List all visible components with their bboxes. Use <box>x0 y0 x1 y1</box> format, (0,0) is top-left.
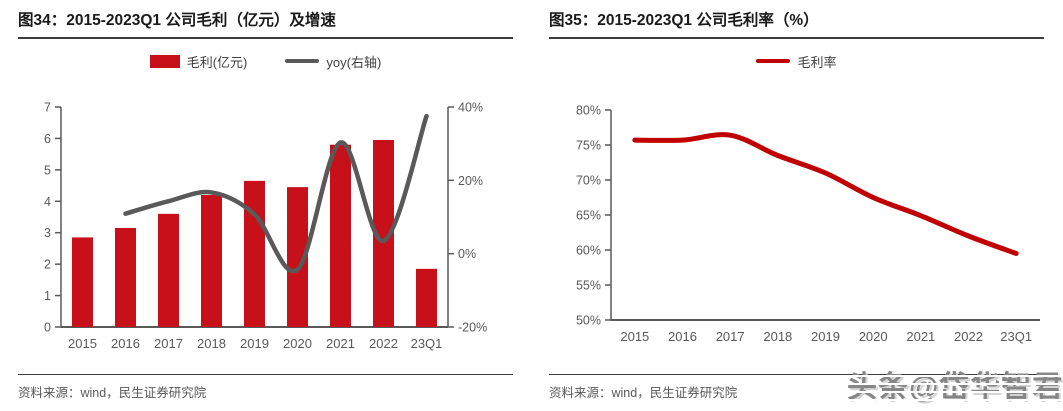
panel-gross-profit: 图34：2015-2023Q1 公司毛利（亿元）及增速 毛利(亿元) yoy(右… <box>0 0 531 411</box>
legend-label: 毛利(亿元) <box>186 54 248 70</box>
left-axis-tick-label: 1 <box>44 289 51 303</box>
panel-gross-margin: 图35：2015-2023Q1 公司毛利率（%） 毛利率 50% 55% 60% 65… <box>531 0 1062 411</box>
left-axis-tick-label: 7 <box>44 101 51 115</box>
bar-swatch-icon <box>149 54 180 68</box>
figure-title-34: 图34：2015-2023Q1 公司毛利（亿元）及增速 <box>18 8 513 39</box>
right-axis-tick-label: 0% <box>458 247 476 261</box>
legend-label: yoy(右轴) <box>326 54 382 70</box>
line-swatch-icon <box>285 59 320 63</box>
x-axis-label: 2016 <box>111 336 140 351</box>
y-axis-tick-label: 75% <box>576 139 601 153</box>
x-axis-label: 2020 <box>859 329 888 344</box>
y-axis-tick-label: 70% <box>576 174 601 188</box>
x-axis-label: 2017 <box>716 329 745 344</box>
x-axis-label: 2021 <box>906 329 935 344</box>
bar-2020 <box>287 187 308 327</box>
x-axis-label: 2016 <box>668 329 697 344</box>
legend-label: 毛利率 <box>797 54 837 70</box>
x-axis-label: 2015 <box>620 329 649 344</box>
left-axis-tick-label: 3 <box>44 226 51 240</box>
gross-profit-bars <box>72 140 437 327</box>
right-axis-tick-label: -20% <box>458 321 487 335</box>
left-axis-tick-label: 5 <box>44 163 51 177</box>
bar-2021 <box>330 144 351 327</box>
gross-profit-bar-line-chart: 0 1 2 3 4 5 6 7 -20% 0% 20% 40% 2015 2016 2017 2018 2019… <box>44 101 487 352</box>
legend-item-gross-profit: 毛利(亿元) <box>149 52 248 71</box>
x-axis-label: 2015 <box>68 336 97 351</box>
left-axis-tick-label: 0 <box>44 321 51 335</box>
x-axis-label: 2020 <box>283 336 312 351</box>
x-axis-label: 2021 <box>326 336 355 351</box>
gross-margin-line <box>632 132 1019 256</box>
y-axis-tick-label: 55% <box>576 279 601 293</box>
y-axis-tick-label: 60% <box>576 244 601 258</box>
right-axis-tick-label: 40% <box>458 101 483 115</box>
left-axis-tick-label: 2 <box>44 258 51 272</box>
bar-23Q1 <box>416 268 437 327</box>
watermark-text: 头条@岱华智君 <box>847 371 1063 404</box>
x-axis-label: 2018 <box>197 336 226 351</box>
x-axis-label: 2019 <box>240 336 269 351</box>
x-axis-label: 23Q1 <box>1000 329 1032 344</box>
line-swatch-icon <box>756 59 791 63</box>
source-note-34: 资料来源：wind，民生证券研究院 <box>18 374 513 401</box>
bar-2019 <box>244 180 265 327</box>
y-axis-tick-label: 80% <box>576 104 601 118</box>
legend-item-yoy: yoy(右轴) <box>285 52 381 71</box>
legend-chart-34: 毛利(亿元) yoy(右轴) <box>0 51 531 71</box>
gross-margin-line-chart: 50%55%60%65%70%75%80%2015 2016 2017 2018 201… <box>576 104 1040 344</box>
x-axis-labels: 2015 2016 2017 2018 2019 2020 2021 2022 23Q1 <box>620 329 1032 344</box>
legend-chart-35: 毛利率 <box>531 51 1062 71</box>
y-axis-tick-label: 65% <box>576 209 601 223</box>
legend-item-gross-margin: 毛利率 <box>756 52 837 71</box>
x-axis-labels: 2015 2016 2017 2018 2019 2020 2021 2022 23Q1 <box>68 336 442 351</box>
y-axis-tick-label: 50% <box>576 314 601 328</box>
bar-2016 <box>115 228 136 327</box>
chart-axes: 50% 55% 60% 65% 70% 75% 80% <box>576 104 1040 328</box>
left-axis-tick-label: 6 <box>44 132 51 146</box>
bar-2017 <box>158 213 179 327</box>
x-axis-label: 2022 <box>369 336 398 351</box>
source-note-35: 资料来源：wind，民生证券研究院 <box>549 374 1044 401</box>
bar-2022 <box>373 140 394 327</box>
x-axis-label: 23Q1 <box>411 336 443 351</box>
x-axis-label: 2022 <box>954 329 983 344</box>
right-axis-tick-label: 20% <box>458 174 483 188</box>
bar-2015 <box>72 237 93 327</box>
x-axis-label: 2017 <box>154 336 183 351</box>
watermark: 头条@岱华智君 <box>847 369 1063 407</box>
bar-2018 <box>201 195 222 327</box>
x-axis-label: 2018 <box>763 329 792 344</box>
yoy-line <box>123 113 429 274</box>
x-axis-label: 2019 <box>811 329 840 344</box>
figure-title-35: 图35：2015-2023Q1 公司毛利率（%） <box>549 8 1044 39</box>
left-axis-tick-label: 4 <box>44 195 51 209</box>
